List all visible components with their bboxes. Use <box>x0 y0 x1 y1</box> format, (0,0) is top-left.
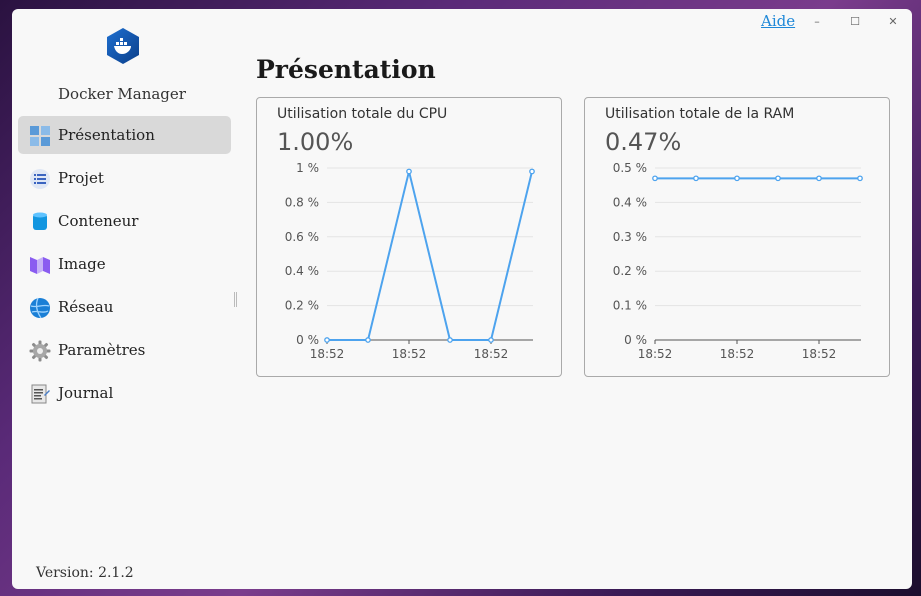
y-tick-label: 0.4 % <box>613 195 647 209</box>
cpu-current-value: 1.00% <box>277 128 354 156</box>
data-point <box>734 175 740 182</box>
data-point <box>324 337 330 343</box>
data-point <box>775 175 781 182</box>
gear-icon <box>29 340 51 362</box>
cpu-line-chart: 0 % 0.2 % 0.4 % 0.6 % 0.8 % 1 % 18:52 18:52 18:5… <box>285 161 535 361</box>
version-label: Version: 2.1.2 <box>36 565 134 581</box>
x-tick-label: 18:52 <box>638 347 673 361</box>
image-panels-icon <box>30 257 50 274</box>
data-point <box>365 337 371 343</box>
data-point <box>406 168 412 175</box>
sidebar-item-label: Image <box>58 255 106 273</box>
ram-usage-card: Utilisation totale de la RAM 0.47% 0 % 0.… <box>584 97 890 377</box>
data-point <box>652 175 658 182</box>
sidebar-item-label: Journal <box>58 384 114 402</box>
data-point <box>447 337 453 343</box>
x-tick-label: 18:52 <box>474 347 509 361</box>
x-tick-label: 18:52 <box>720 347 755 361</box>
y-tick-label: 0.4 % <box>285 264 319 278</box>
sidebar-item-label: Présentation <box>58 126 155 144</box>
ram-card-title: Utilisation totale de la RAM <box>605 106 795 122</box>
y-tick-label: 0.3 % <box>613 230 647 244</box>
ram-current-value: 0.47% <box>605 128 682 156</box>
y-tick-label: 0 % <box>624 333 647 347</box>
y-tick-label: 0.6 % <box>285 230 319 244</box>
cylinder-container-icon <box>33 212 47 230</box>
sidebar: Docker Manager Présentation <box>12 9 238 589</box>
data-point <box>529 168 535 175</box>
data-point <box>693 175 699 182</box>
y-tick-label: 0.8 % <box>285 195 319 209</box>
series-line <box>327 171 533 341</box>
data-point <box>816 175 822 182</box>
sidebar-nav: Présentation Projet C <box>18 116 231 417</box>
sidebar-item-presentation[interactable]: Présentation <box>18 116 231 154</box>
sidebar-item-label: Paramètres <box>58 341 146 359</box>
globe-network-icon <box>30 297 50 319</box>
x-tick-label: 18:52 <box>310 347 345 361</box>
maximize-button[interactable]: ☐ <box>850 15 860 28</box>
dashboard-grid-icon <box>30 126 50 146</box>
help-link[interactable]: Aide <box>761 12 796 30</box>
close-button[interactable]: ✕ <box>888 15 898 28</box>
sidebar-item-conteneur[interactable]: Conteneur <box>18 202 231 240</box>
y-tick-label: 0.1 % <box>613 299 647 313</box>
sidebar-item-journal[interactable]: Journal <box>18 374 231 412</box>
sidebar-item-projet[interactable]: Projet <box>18 159 231 197</box>
y-tick-label: 0.2 % <box>285 299 319 313</box>
sidebar-item-parametres[interactable]: Paramètres <box>18 331 231 369</box>
cpu-usage-card: Utilisation totale du CPU 1.00% 0 % 0.2 %… <box>256 97 562 377</box>
sidebar-item-label: Projet <box>58 169 104 187</box>
page-title: Présentation <box>256 55 436 84</box>
y-tick-label: 1 % <box>296 161 319 175</box>
app-window: Docker Manager Présentation <box>12 9 912 589</box>
data-point <box>857 175 863 182</box>
app-name: Docker Manager <box>58 85 186 103</box>
notepad-icon <box>31 384 50 404</box>
x-tick-label: 18:52 <box>802 347 837 361</box>
list-icon <box>30 169 50 189</box>
data-point <box>488 337 494 343</box>
y-tick-label: 0.5 % <box>613 161 647 175</box>
x-tick-label: 18:52 <box>392 347 427 361</box>
sidebar-item-reseau[interactable]: Réseau <box>18 288 231 326</box>
sidebar-resize-handle[interactable] <box>234 292 237 307</box>
y-tick-label: 0 % <box>296 333 319 347</box>
sidebar-item-label: Réseau <box>58 298 114 316</box>
cpu-card-title: Utilisation totale du CPU <box>277 106 448 122</box>
minimize-button[interactable]: – <box>814 15 820 28</box>
ram-line-chart: 0 % 0.1 % 0.2 % 0.3 % 0.4 % 0.5 % 18:52 18:52 18… <box>613 161 863 361</box>
sidebar-item-image[interactable]: Image <box>18 245 231 283</box>
docker-logo-icon <box>107 28 139 64</box>
y-tick-label: 0.2 % <box>613 264 647 278</box>
sidebar-item-label: Conteneur <box>58 212 139 230</box>
